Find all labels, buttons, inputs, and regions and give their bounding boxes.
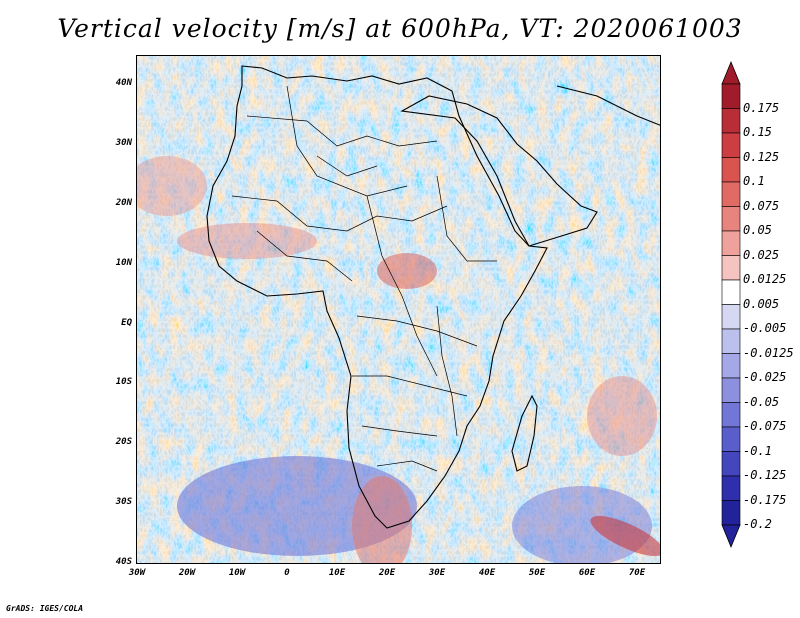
- colorbar-tick-label: -0.0125: [743, 345, 794, 360]
- colorbar-tick-label: 0.005: [743, 296, 780, 311]
- lat-label-30s: 30S: [115, 497, 132, 507]
- lon-label-60e: 60E: [578, 568, 596, 578]
- colorbar-segment: [721, 377, 741, 403]
- colorbar-segment: [721, 304, 741, 330]
- colorbar-segment: [721, 83, 741, 109]
- colorbar-tick-label: -0.05: [743, 394, 780, 409]
- colorbar-segment: [721, 451, 741, 477]
- africa-coastline: [206, 65, 548, 529]
- colorbar-segment: [721, 255, 741, 281]
- lat-label-eq: EQ: [121, 318, 132, 328]
- lat-label-10n: 10N: [115, 258, 132, 268]
- lat-label-20s: 20S: [115, 437, 132, 447]
- colorbar-segment: [721, 402, 741, 428]
- lon-label-30e: 30E: [428, 568, 446, 578]
- country-borders: [231, 85, 497, 472]
- lon-label-20e: 20E: [378, 568, 396, 578]
- colorbar-tick-label: -0.025: [743, 370, 787, 384]
- colorbar-segment: [721, 206, 741, 232]
- asia-coastline: [556, 85, 660, 126]
- lon-label-10w: 10W: [228, 568, 246, 578]
- colorbar-segment: [721, 328, 741, 354]
- lon-label-10e: 10E: [328, 568, 346, 578]
- colorbar-tick-label: -0.2: [743, 517, 772, 531]
- colorbar-segment: [721, 279, 741, 305]
- colorbar-tick-label: -0.175: [743, 492, 787, 507]
- colorbar-segment: [721, 108, 741, 134]
- colorbar-tick-label: 0.125: [743, 149, 780, 164]
- lon-label-70e: 70E: [628, 568, 646, 578]
- lat-label-40n: 40N: [115, 78, 132, 88]
- lat-label-20n: 20N: [115, 198, 132, 208]
- colorbar-segment: [721, 475, 741, 501]
- colorbar-tick-label: -0.005: [743, 321, 787, 335]
- colorbar-segment: [721, 181, 741, 207]
- colorbar-tick-label: 0.0125: [743, 272, 787, 286]
- madagascar-coastline: [511, 394, 538, 472]
- ascent-region-central: [377, 253, 437, 289]
- colorbar-tick-label: -0.1: [743, 443, 772, 458]
- ascent-region-south-africa: [352, 476, 412, 563]
- coastlines: [206, 65, 660, 529]
- colorbar-segment: [721, 157, 741, 183]
- lon-label-30w: 30W: [128, 568, 146, 578]
- colorbar-tick-label: -0.075: [743, 419, 787, 433]
- colorbar-tick-label: 0.175: [743, 100, 780, 115]
- lon-label-50e: 50E: [528, 568, 546, 578]
- map-title: Vertical velocity [m/s] at 600hPa, VT: 2…: [57, 14, 743, 43]
- colorbar-bottom-arrow: [721, 524, 741, 549]
- footer-credit: GrADS: IGES/COLA: [6, 604, 84, 613]
- arabian-peninsula-coastline: [400, 95, 598, 247]
- lon-label-0: 0: [284, 568, 290, 578]
- velocity-field-map: [137, 56, 660, 563]
- lat-label-10s: 10S: [115, 377, 132, 387]
- colorbar-segment: [721, 230, 741, 256]
- colorbar-segment: [721, 500, 741, 526]
- colorbar-tick-label: 0.05: [743, 223, 772, 237]
- colorbar-segment: [721, 353, 741, 379]
- colorbar-tick-label: -0.125: [743, 468, 787, 482]
- lon-label-20w: 20W: [178, 568, 196, 578]
- colorbar-tick-label: 0.025: [743, 247, 780, 262]
- ascent-region-atlantic: [137, 156, 207, 216]
- colorbar-segment: [721, 132, 741, 158]
- lat-label-30n: 30N: [115, 138, 132, 148]
- colorbar: [721, 60, 741, 549]
- colorbar-tick-label: 0.15: [743, 125, 772, 139]
- map-plot-area: [136, 55, 661, 564]
- ascent-band-sahel: [177, 223, 317, 259]
- colorbar-segment: [721, 426, 741, 452]
- lat-label-40s: 40S: [115, 557, 132, 567]
- ascent-region-madagascar-east: [587, 376, 657, 456]
- ascent-streak-southeast: [590, 515, 660, 557]
- lon-label-40e: 40E: [478, 568, 496, 578]
- colorbar-tick-label: 0.1: [743, 174, 765, 188]
- colorbar-tick-label: 0.075: [743, 198, 780, 213]
- colorbar-top-arrow: [721, 60, 741, 85]
